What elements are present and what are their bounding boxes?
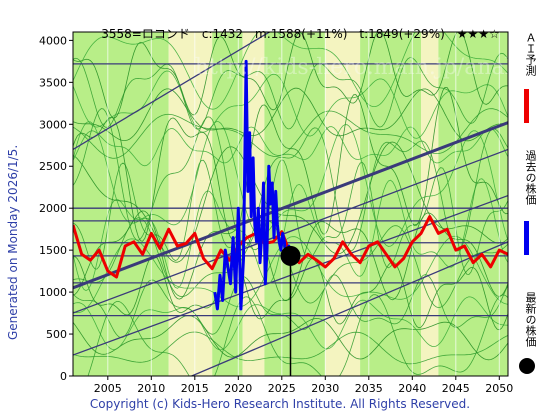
past-price-line <box>213 59 292 311</box>
forecast-scenario-line-14 <box>73 126 508 167</box>
y-tick-label-4000: 4000 <box>39 34 67 47</box>
y-tick-label-2000: 2000 <box>39 202 67 215</box>
forecast-scenario-line-18 <box>73 52 508 130</box>
x-tick-label-2035: 2035 <box>355 382 383 395</box>
y-tick-label-3500: 3500 <box>39 76 67 89</box>
forecast-scenario-line-8 <box>73 178 508 292</box>
x-tick-label-2040: 2040 <box>398 382 426 395</box>
x-tick-label-2020: 2020 <box>224 382 252 395</box>
forecast-scenario-line-20 <box>73 32 508 110</box>
ticker-title: 3558=ロコンド c:1432 m:1588(+11%) t:1849(+29… <box>101 27 500 41</box>
watermark: http://kids-hero.main.jp/analyses/code= <box>195 55 560 80</box>
chart-header: 3558=ロコンド c:1432 m:1588(+11%) t:1849(+29… <box>86 11 500 56</box>
y-tick-label-500: 500 <box>46 328 67 341</box>
y-tick-label-1000: 1000 <box>39 286 67 299</box>
forecast-scenario-line-12 <box>73 108 508 252</box>
background-band-0 <box>73 32 169 376</box>
x-tick-label-2005: 2005 <box>94 382 122 395</box>
y-tick-label-1500: 1500 <box>39 244 67 257</box>
legend-swatch-ai-forecast <box>524 89 529 123</box>
x-tick-label-2030: 2030 <box>311 382 339 395</box>
x-tick-label-2045: 2045 <box>442 382 470 395</box>
legend-swatch-latest-price <box>519 358 535 374</box>
legend-label-latest-price: 最新の株価 <box>524 292 537 347</box>
y-tick-label-2500: 2500 <box>39 160 67 173</box>
forecast-scenario-line-11 <box>73 121 508 247</box>
forecast-scenario-line-17 <box>73 70 508 139</box>
forecast-scenario-line-16 <box>73 87 508 142</box>
plot-frame <box>72 31 509 377</box>
y-tick-label-0: 0 <box>60 370 67 383</box>
background-band-8 <box>438 32 508 376</box>
latest-price-marker <box>280 245 301 266</box>
x-tick-label-2015: 2015 <box>181 382 209 395</box>
generated-date: Generated on Monday 2026/1/5. <box>6 144 20 340</box>
x-tick-label-2010: 2010 <box>137 382 165 395</box>
legend-label-past-price: 過去の株価 <box>524 150 537 205</box>
legend-label-ai-forecast: ＡＩ予測 <box>524 32 537 76</box>
trend-line-0 <box>73 121 508 290</box>
legend-swatch-past-price <box>524 221 529 255</box>
background-band-5 <box>325 32 361 376</box>
forecast-scenario-line-15 <box>73 108 508 159</box>
copyright: Copyright (c) Kids-Hero Research Institu… <box>89 397 471 411</box>
plot-area: http://kids-hero.main.jp/analyses/code= <box>73 32 560 376</box>
trend-line-2 <box>73 148 508 314</box>
x-tick-label-2050: 2050 <box>485 382 513 395</box>
forecast-scenario-line-19 <box>73 32 508 119</box>
trend-line-1 <box>73 32 271 151</box>
x-tick-label-2025: 2025 <box>268 382 296 395</box>
y-tick-label-3000: 3000 <box>39 118 67 131</box>
